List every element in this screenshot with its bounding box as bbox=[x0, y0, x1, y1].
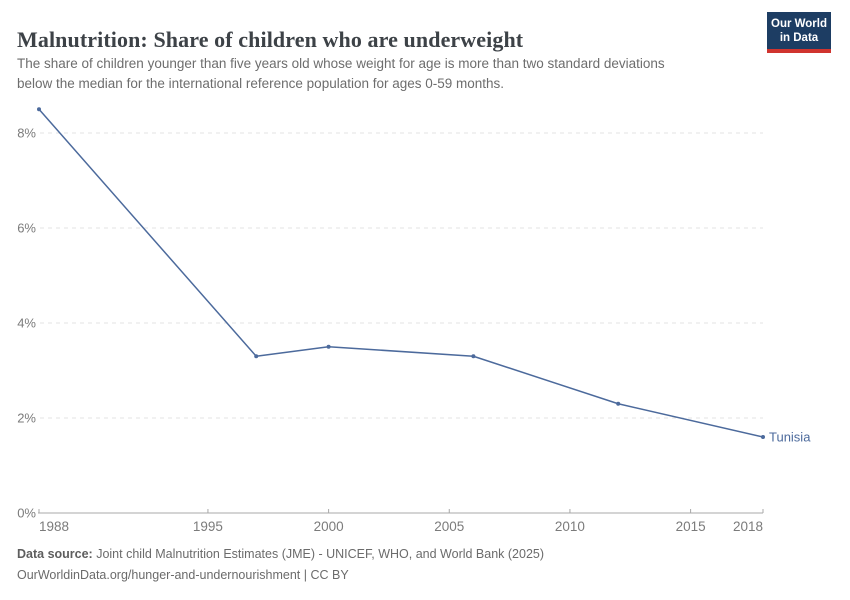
data-point-tunisia-2006[interactable] bbox=[471, 354, 476, 359]
y-tick-label-2%: 2% bbox=[17, 411, 36, 426]
x-tick-label-2015: 2015 bbox=[676, 519, 706, 534]
y-tick-label-6%: 6% bbox=[17, 221, 36, 236]
owid-logo-line2: in Data bbox=[779, 32, 819, 44]
series-end-label-tunisia[interactable]: Tunisia bbox=[769, 430, 811, 445]
footer-source-text: Joint child Malnutrition Estimates (JME)… bbox=[92, 547, 545, 561]
owid-logo: Our World in Data bbox=[767, 12, 831, 53]
footer-source-line: Data source: Joint child Malnutrition Es… bbox=[17, 544, 797, 565]
series-line-tunisia[interactable] bbox=[38, 108, 764, 438]
data-point-tunisia-2000[interactable] bbox=[326, 344, 331, 349]
x-tick-label-1988: 1988 bbox=[39, 519, 69, 534]
x-tick-label-2005: 2005 bbox=[434, 519, 464, 534]
data-point-tunisia-1988[interactable] bbox=[37, 107, 41, 112]
data-point-tunisia-2018[interactable] bbox=[761, 435, 765, 439]
chart-subtitle: The share of children younger than five … bbox=[17, 54, 777, 94]
data-point-tunisia-1997[interactable] bbox=[254, 354, 259, 359]
y-tick-label-4%: 4% bbox=[17, 316, 36, 331]
y-tick-label-8%: 8% bbox=[17, 126, 36, 141]
chart-title: Malnutrition: Share of children who are … bbox=[17, 26, 524, 52]
footer-url[interactable]: OurWorldinData.org/hunger-and-undernouri… bbox=[17, 568, 301, 582]
x-tick-label-1995: 1995 bbox=[193, 519, 223, 534]
chart-subtitle-line1: The share of children younger than five … bbox=[17, 56, 665, 71]
data-point-tunisia-2012[interactable] bbox=[616, 401, 621, 406]
line-chart-canvas[interactable]: 0% 2% 4% 6% 8% 1988 1995 2000 2005 2010 2015 2018 Tu… bbox=[0, 100, 850, 540]
x-tick-label-2018: 2018 bbox=[733, 519, 763, 534]
x-tick-label-2010: 2010 bbox=[555, 519, 585, 534]
footer-license: | CC BY bbox=[300, 568, 349, 582]
x-tick-label-2000: 2000 bbox=[314, 519, 344, 534]
footer-source-label: Data source: bbox=[17, 547, 93, 561]
chart-subtitle-line2: below the median for the international r… bbox=[17, 76, 505, 91]
footer-license-line: OurWorldinData.org/hunger-and-undernouri… bbox=[17, 565, 797, 586]
y-tick-label-0%: 0% bbox=[17, 506, 36, 521]
chart-footer: Data source: Joint child Malnutrition Es… bbox=[17, 544, 797, 586]
owid-logo-line1: Our World bbox=[771, 18, 828, 30]
